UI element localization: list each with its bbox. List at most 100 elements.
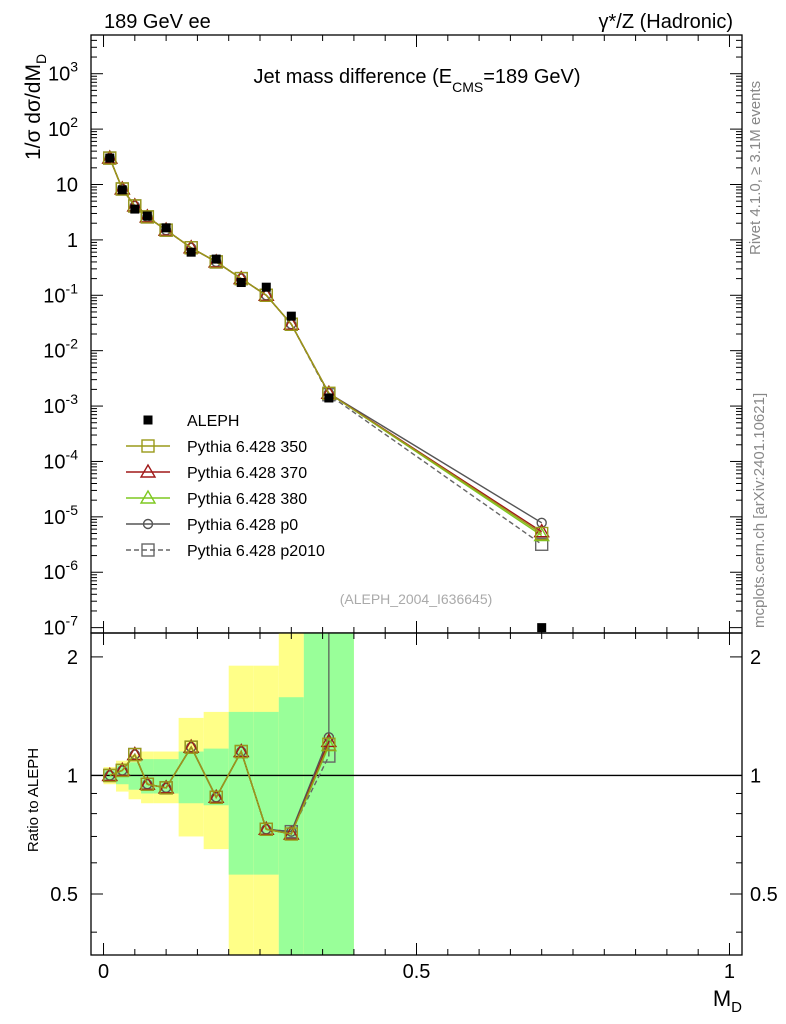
ratio-series-0-point-8 — [259, 822, 273, 836]
aleph-point-0 — [105, 153, 115, 163]
ratio-series-0-point-9 — [284, 827, 299, 841]
ylabel-main: 1/σ dσ/dM — [22, 64, 45, 160]
ratio-series-1-point-8 — [258, 820, 275, 835]
legend-label-0: Pythia 6.428 350 — [187, 439, 307, 456]
main-y-tick-label-0: 10-7 — [43, 613, 78, 640]
aleph-point-2 — [130, 204, 140, 214]
aleph-point-9 — [286, 311, 296, 321]
ratio-y-tick-label-left-2: 2 — [67, 647, 78, 669]
ylabel-sub: D — [33, 54, 49, 64]
ratio-y-tick-label-right-0: 0.5 — [750, 884, 778, 906]
series-4-point-11 — [534, 537, 549, 551]
main-y-tick-base-6: 10 — [43, 285, 65, 307]
ratio-series-0-point-10 — [322, 737, 336, 751]
series-line-2 — [109, 157, 543, 537]
main-y-tick-label-10: 103 — [48, 59, 78, 86]
main-y-tick-base-0: 10 — [43, 618, 65, 640]
main-y-tick-base-7: 1 — [67, 230, 78, 252]
main-y-tick-label-9: 102 — [48, 114, 78, 141]
main-y-tick-exp-5: -2 — [66, 336, 79, 352]
main-y-tick-label-4: 10-3 — [43, 391, 78, 418]
series-0-point-1 — [115, 182, 129, 196]
title-part-b: =189 GeV) — [483, 66, 580, 88]
ratio-series-lines — [91, 633, 742, 841]
main-y-tick-exp-4: -3 — [66, 391, 79, 407]
aleph-point-5 — [186, 247, 196, 257]
main-y-tick-label-6: 10-1 — [43, 280, 78, 307]
main-title: Jet mass difference (ECMS=189 GeV) — [253, 66, 580, 95]
legend-label-2: Pythia 6.428 380 — [187, 491, 307, 508]
xlabel-main: M — [713, 986, 731, 1011]
ratio-line-0 — [109, 744, 330, 835]
main-y-tick-exp-9: 2 — [70, 114, 78, 130]
legend-label-3: Pythia 6.428 p0 — [187, 517, 298, 534]
title-part-sub: CMS — [452, 79, 483, 95]
xlabel-sub: D — [731, 999, 742, 1016]
source-label: mcplots.cern.ch [arXiv:2401.10621] — [751, 393, 768, 628]
ratio-series-0-point-3 — [140, 777, 155, 791]
ratio-y-axis-label: Ratio to ALEPH — [25, 748, 42, 852]
legend-marker-0 — [141, 439, 155, 453]
main-y-tick-base-5: 10 — [43, 341, 65, 363]
series-0-point-3 — [140, 210, 155, 224]
main-y-tick-base-10: 10 — [48, 64, 70, 86]
main-y-tick-label-2: 10-5 — [43, 502, 78, 529]
ratio-series-0-point-5 — [184, 740, 198, 754]
main-data-points — [105, 153, 547, 633]
main-y-tick-exp-2: -5 — [66, 502, 79, 518]
header-right: γ*/Z (Hadronic) — [599, 11, 733, 33]
band-inner-7 — [228, 711, 254, 875]
main-y-tick-exp-6: -1 — [66, 280, 79, 296]
x-tick-label-1: 0.5 — [403, 961, 431, 983]
ratio-series-1-point-7 — [233, 743, 250, 758]
main-y-tick-exp-0: -7 — [66, 613, 79, 629]
main-series-lines — [101, 149, 550, 551]
ratio-series-0-point-6 — [209, 790, 223, 805]
main-y-tick-exp-3: -4 — [66, 446, 79, 462]
legend-marker-1 — [139, 463, 157, 478]
series-line-1 — [109, 157, 543, 533]
legend-marker-3 — [142, 518, 154, 530]
series-0-point-0 — [103, 151, 117, 165]
series-line-4 — [109, 157, 543, 545]
ratio-series-0-point-1 — [115, 763, 129, 778]
x-axis-label: MD — [713, 986, 742, 1016]
aleph-point-4 — [161, 223, 171, 233]
legend-aleph-marker — [143, 415, 153, 425]
ratio-series-0-point-4 — [159, 781, 173, 795]
ratio-series-0-point-2 — [128, 747, 142, 762]
main-y-tick-base-1: 10 — [43, 562, 65, 584]
title-part-a: Jet mass difference (E — [253, 66, 452, 88]
main-y-tick-base-8: 10 — [56, 175, 78, 197]
ratio-series-1-point-1 — [114, 762, 131, 777]
aleph-point-6 — [211, 254, 221, 264]
legend: ALEPH Pythia 6.428 350 Pythia 6.428 370 Pyt… — [126, 413, 325, 560]
legend-label-1: Pythia 6.428 370 — [187, 465, 307, 482]
x-tick-label-0: 0 — [98, 961, 109, 983]
series-line-3 — [109, 157, 543, 524]
main-y-tick-label-8: 10 — [56, 175, 78, 197]
series-1-point-9 — [283, 315, 300, 330]
series-1-point-8 — [258, 286, 275, 301]
main-y-tick-base-2: 10 — [43, 507, 65, 529]
ratio-series-0-point-7 — [234, 744, 248, 759]
ratio-y-tick-label-left-0: 0.5 — [50, 884, 78, 906]
aleph-point-10 — [324, 393, 334, 403]
header-left: 189 GeV ee — [104, 11, 211, 33]
main-y-tick-label-3: 10-4 — [43, 446, 78, 473]
ratio-series-1-point-3 — [139, 775, 156, 790]
legend-marker-4 — [141, 543, 155, 557]
series-2-point-11 — [533, 527, 550, 542]
aleph-point-3 — [142, 211, 152, 221]
main-y-tick-base-9: 10 — [48, 119, 70, 141]
rivet-version-label: Rivet 4.1.0, ≥ 3.1M events — [747, 81, 764, 255]
legend-marker-2 — [139, 489, 157, 504]
series-line-0 — [109, 157, 543, 535]
aleph-point-7 — [236, 278, 246, 288]
main-y-tick-base-4: 10 — [43, 396, 65, 418]
ratio-uncertainty-bands — [103, 633, 354, 955]
series-0-point-11 — [534, 526, 549, 541]
ratio-y-tick-label-right-2: 2 — [750, 647, 761, 669]
